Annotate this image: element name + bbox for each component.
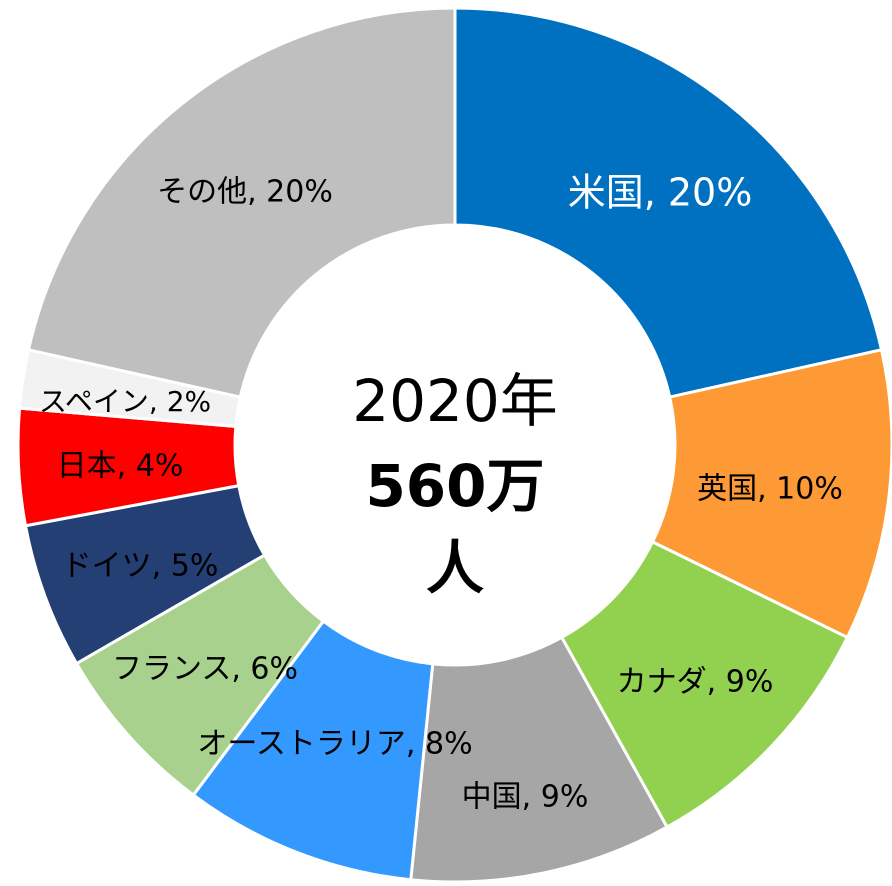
center-unit: 人 bbox=[426, 534, 484, 602]
data-label: ドイツ, 5% bbox=[62, 549, 219, 584]
donut-segment bbox=[26, 6, 457, 399]
data-label: 英国, 10% bbox=[697, 472, 843, 507]
data-label: スペイン, 2% bbox=[39, 385, 211, 418]
data-label: 米国, 20% bbox=[568, 171, 753, 215]
data-label: 中国, 9% bbox=[462, 780, 589, 815]
donut-segment bbox=[559, 539, 850, 830]
data-label: 日本, 4% bbox=[57, 449, 184, 484]
segments bbox=[16, 6, 892, 884]
center-year: 2020年 bbox=[352, 367, 558, 435]
data-label: フランス, 6% bbox=[112, 652, 298, 687]
data-label: オーストラリア, 8% bbox=[197, 727, 472, 762]
data-label: その他, 20% bbox=[157, 175, 333, 210]
data-label: カナダ, 9% bbox=[617, 665, 774, 700]
donut-segment bbox=[453, 6, 884, 399]
center-total: 560万 bbox=[365, 452, 544, 520]
donut-segment bbox=[409, 635, 670, 884]
